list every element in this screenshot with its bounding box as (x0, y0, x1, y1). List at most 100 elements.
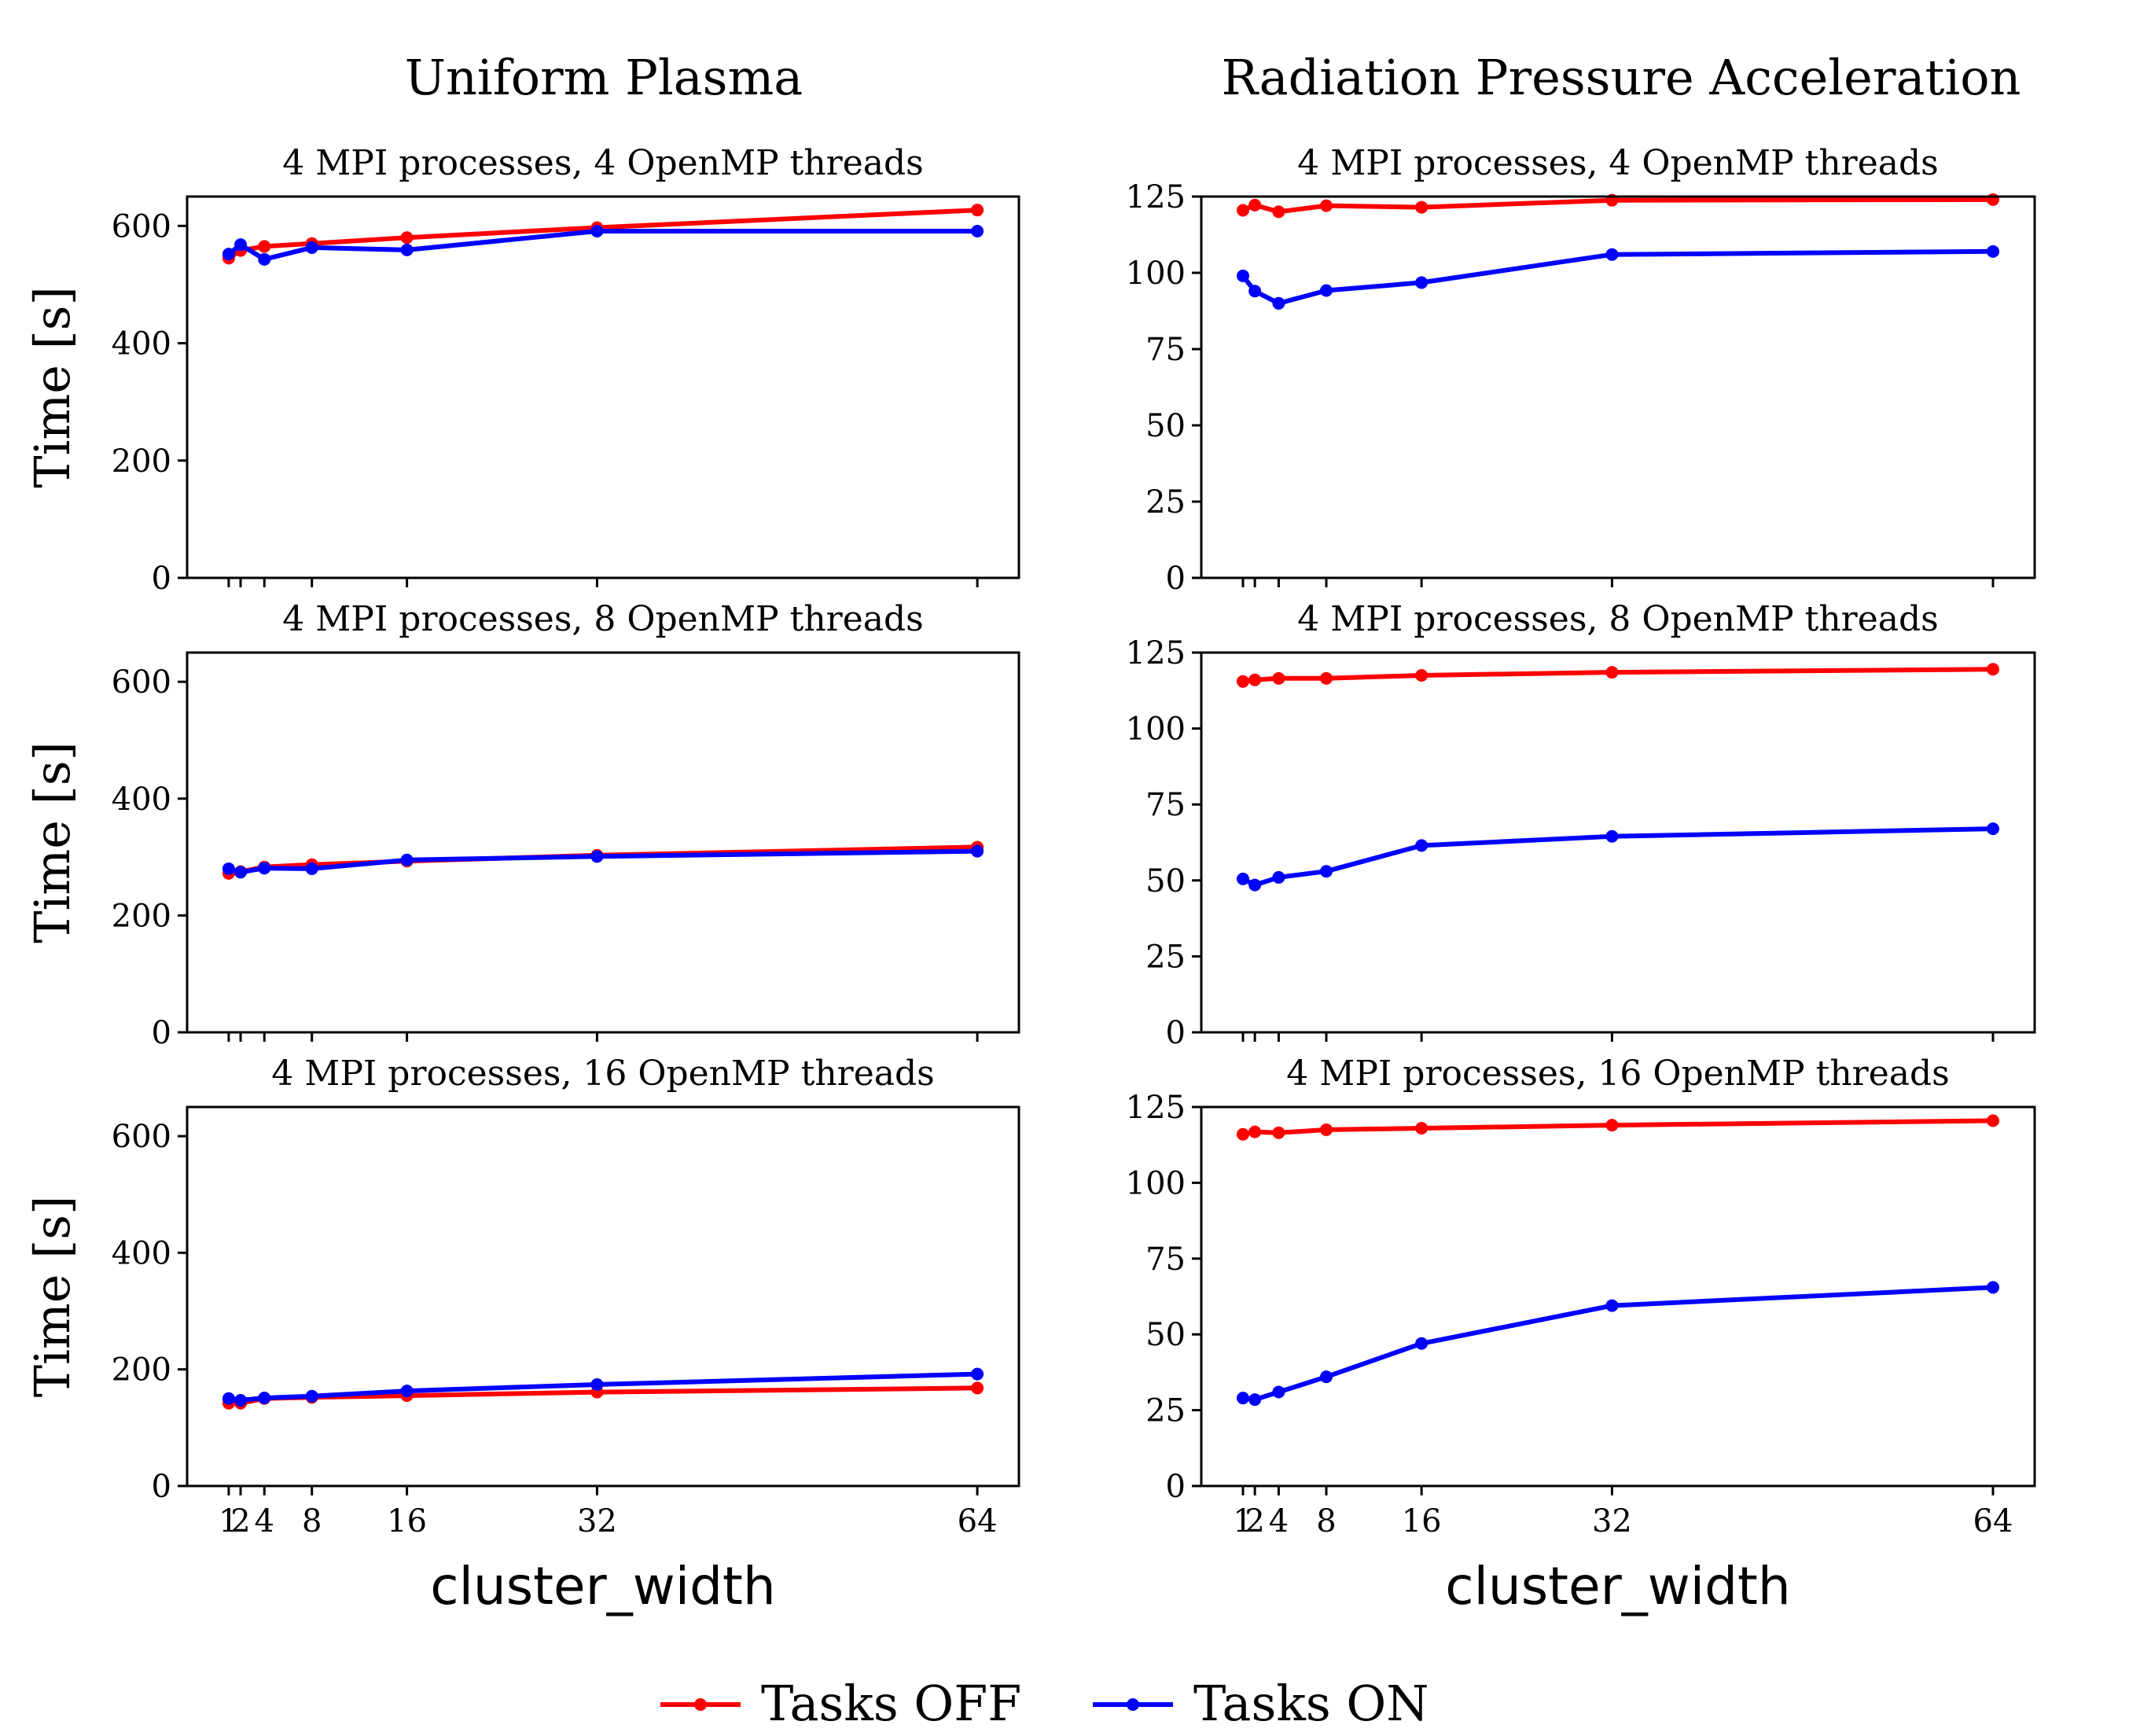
panel-1: 4 MPI processes, 4 OpenMP threads 0 200 400… (24, 143, 1020, 597)
panel-1-series-tasks-on-point-0 (222, 248, 235, 261)
panel-1-series-tasks-on-point-5 (590, 225, 604, 238)
panel-6-xtick-label-2: 4 (1269, 1503, 1289, 1539)
panel-5-series-tasks-off-point-3 (1320, 671, 1333, 685)
panel-5-series-tasks-off-point-4 (1415, 668, 1429, 682)
panel-3-xlabel: cluster_width (430, 1556, 775, 1616)
panel-1-series-tasks-off-line (226, 208, 980, 261)
panel-6-ytick-label-3: 75 (1145, 1241, 1186, 1278)
panel-6-series-tasks-off-line (1241, 1118, 1995, 1137)
panel-3-series-tasks-on-point-5 (590, 1377, 604, 1391)
column-title-uniform-plasma: Uniform Plasma (405, 49, 803, 106)
panel-3-ylabel: Time [s] (24, 1196, 81, 1398)
panel-5-ytick-label-2: 50 (1145, 863, 1186, 899)
panel-4: 4 MPI processes, 4 OpenMP threads 0 25 50 75… (1126, 143, 2036, 597)
panel-6-ytick-label-1: 25 (1145, 1393, 1186, 1429)
panel-6-series-tasks-off-point-1 (1248, 1125, 1262, 1138)
panel-1-ytick-label-2: 400 (112, 326, 171, 362)
panel-2-series-tasks-on-point-1 (234, 866, 248, 879)
panel-3-ytick-label-3: 600 (112, 1119, 171, 1155)
panel-5-ytick-label-3: 75 (1145, 787, 1186, 823)
panel-6-xtick-label-3: 8 (1316, 1503, 1336, 1539)
panel-2-series-tasks-on-point-3 (305, 862, 318, 875)
panel-1-ytick-label-1: 200 (112, 443, 171, 480)
panel-2-series-tasks-on-point-0 (222, 862, 235, 875)
panel-6-xtick-label-5: 32 (1592, 1503, 1632, 1539)
panel-3-xtick-label-3: 8 (302, 1503, 322, 1539)
panel-4-series-tasks-off-point-2 (1272, 205, 1285, 219)
panel-5-series-tasks-on-point-2 (1272, 870, 1285, 884)
panel-3-series-tasks-on-point-2 (258, 1392, 271, 1405)
panel-3: 4 MPI processes, 16 OpenMP threads 0 200 40… (24, 1054, 1020, 1616)
panel-5-series-tasks-off-point-2 (1272, 671, 1285, 685)
panel-1-series-tasks-off-point-6 (971, 204, 984, 217)
legend-marker-tasks-off (694, 1698, 707, 1711)
panel-2-ytick-label-3: 600 (112, 664, 171, 701)
panel-3-series-tasks-on-point-4 (400, 1385, 414, 1398)
panel-5-ytick-label-4: 100 (1126, 712, 1186, 748)
panel-6-ytick-label-4: 100 (1126, 1165, 1186, 1201)
panel-4-series-tasks-off-point-4 (1415, 200, 1429, 214)
panel-5-series-tasks-off-point-0 (1237, 675, 1249, 688)
panel-4-title: 4 MPI processes, 4 OpenMP threads (1297, 143, 1938, 183)
legend-label-tasks-on: Tasks ON (1193, 1675, 1429, 1732)
panel-6-ytick-label-2: 50 (1145, 1317, 1186, 1353)
panel-3-series-tasks-off-point-6 (971, 1381, 984, 1395)
panel-1-ylabel: Time [s] (24, 286, 81, 488)
panel-4-series-tasks-on-point-5 (1605, 248, 1619, 261)
panel-3-frame (186, 1105, 1020, 1488)
panel-5-ytick-label-5: 125 (1126, 635, 1186, 671)
panel-1-ytick-label-3: 600 (112, 208, 171, 245)
legend: Tasks OFF Tasks ON (660, 1675, 1429, 1732)
panel-6-series-tasks-off-point-4 (1415, 1121, 1429, 1135)
panel-6-series-tasks-on-point-4 (1415, 1337, 1429, 1350)
panel-6-series-tasks-on-point-0 (1237, 1392, 1249, 1405)
panel-4-ytick-label-5: 125 (1126, 179, 1186, 215)
panel-5-frame (1200, 651, 2036, 1034)
panel-3-ytick-label-1: 200 (112, 1352, 171, 1388)
panel-2-series-tasks-on-point-4 (400, 853, 414, 866)
panel-4-frame (1200, 195, 2036, 579)
panel-3-xtick-label-0: 1 (219, 1503, 238, 1539)
panel-5-series-tasks-on-point-5 (1605, 829, 1619, 843)
panel-1-title: 4 MPI processes, 4 OpenMP threads (282, 143, 923, 183)
panel-6-title: 4 MPI processes, 16 OpenMP threads (1286, 1054, 1949, 1094)
panel-1-ytick-label-0: 0 (152, 561, 171, 597)
panel-6-xtick-label-0: 1 (1233, 1503, 1252, 1539)
panel-4-ytick-label-1: 25 (1145, 484, 1186, 520)
panel-6: 4 MPI processes, 16 OpenMP threads 0 25 50 7… (1126, 1054, 2036, 1616)
panel-4-ytick-label-3: 75 (1145, 332, 1186, 368)
panel-2-ytick-label-1: 200 (112, 898, 171, 934)
panel-4-series-tasks-off-point-6 (1987, 193, 1999, 206)
panel-1-series-tasks-on-point-3 (305, 241, 318, 254)
panel-5-series-tasks-on-point-6 (1987, 822, 1999, 836)
panel-4-series-tasks-off-point-1 (1248, 198, 1262, 211)
panel-1-series-tasks-off-point-2 (258, 240, 271, 253)
panel-4-series-tasks-on-point-2 (1272, 296, 1285, 310)
panel-3-xtick-label-2: 4 (255, 1503, 274, 1539)
panel-4-series-tasks-off-point-3 (1320, 199, 1333, 212)
panel-4-series-tasks-on-point-1 (1248, 285, 1262, 298)
panel-2-ytick-label-0: 0 (152, 1015, 171, 1051)
panel-6-series-tasks-off-point-0 (1237, 1127, 1249, 1141)
panel-5-series-tasks-off-point-5 (1605, 666, 1619, 679)
panel-2-title: 4 MPI processes, 8 OpenMP threads (282, 599, 923, 639)
panel-6-series-tasks-off-point-3 (1320, 1123, 1333, 1136)
panel-5-series-tasks-off-point-1 (1248, 673, 1262, 686)
panel-6-series-tasks-on-point-3 (1320, 1370, 1333, 1384)
panel-3-ytick-label-0: 0 (152, 1469, 171, 1505)
panel-6-series-tasks-off-point-6 (1987, 1114, 1999, 1127)
panel-2: 4 MPI processes, 8 OpenMP threads 0 200 400… (24, 599, 1020, 1051)
panel-6-ytick-label-5: 125 (1126, 1090, 1186, 1126)
panel-3-xtick-label-5: 32 (577, 1503, 617, 1539)
panel-6-series-tasks-off-point-2 (1272, 1126, 1285, 1139)
panel-1-series-tasks-off-point-4 (400, 231, 414, 245)
panel-4-series-tasks-on-point-4 (1415, 276, 1429, 289)
panel-4-series-tasks-on-point-0 (1237, 269, 1249, 282)
panel-5-series-tasks-on-point-4 (1415, 839, 1429, 852)
panel-3-xtick-label-1: 2 (230, 1503, 250, 1539)
panel-5-ytick-label-0: 0 (1166, 1015, 1186, 1051)
panel-3-title: 4 MPI processes, 16 OpenMP threads (271, 1054, 934, 1094)
panel-1-series-tasks-on-point-2 (258, 252, 271, 266)
panel-6-xtick-label-6: 64 (1973, 1503, 2013, 1539)
